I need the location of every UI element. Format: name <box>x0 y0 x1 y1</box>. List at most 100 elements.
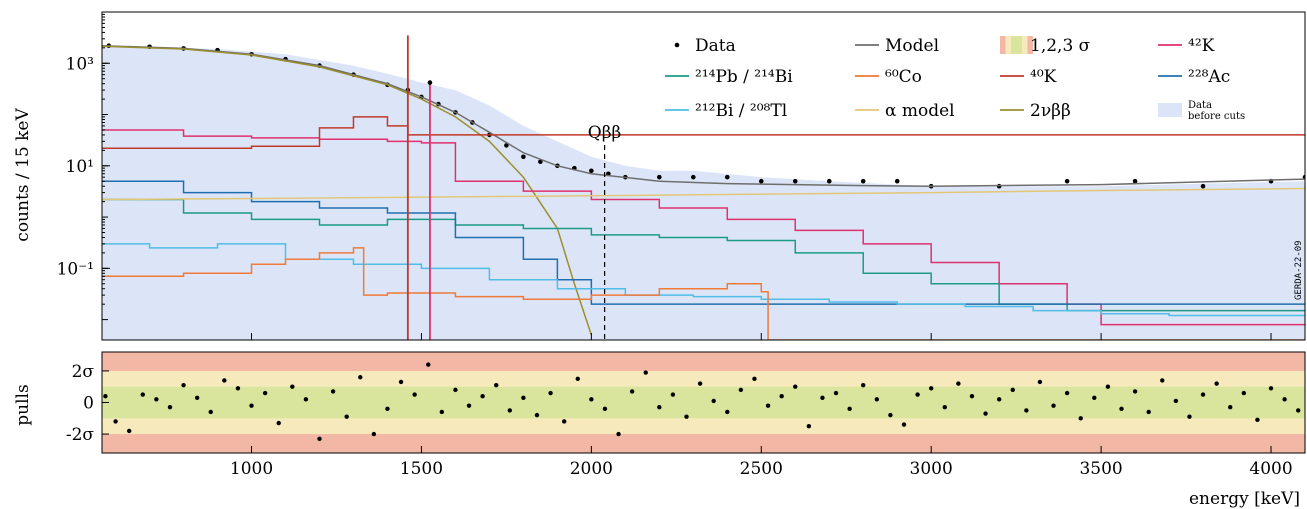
y-axis-label: counts / 15 keV <box>13 108 33 242</box>
pull-tick-label: -2σ <box>66 425 95 445</box>
legend-entry: 1,2,3 σ <box>1000 36 1091 56</box>
pull-point <box>1010 387 1015 393</box>
pull-point <box>1282 397 1287 402</box>
pull-point <box>398 379 404 385</box>
pull-point <box>140 392 145 397</box>
pull-point <box>616 431 621 437</box>
pull-point <box>1173 398 1179 404</box>
legend-label-cont: before cuts <box>1188 111 1245 122</box>
pull-point <box>915 392 920 397</box>
main-plot-frame <box>101 11 1306 341</box>
pull-point <box>480 393 485 399</box>
data-point <box>521 154 526 160</box>
pull-point <box>249 403 254 408</box>
pull-point <box>820 395 825 400</box>
legend-swatch-band <box>1005 36 1011 54</box>
legend-entry: Data <box>674 36 736 56</box>
legend-entry: ⁴⁰K <box>1000 67 1057 87</box>
pull-point <box>725 409 730 415</box>
pull-point <box>833 390 839 396</box>
x-tick-label: 3000 <box>910 459 953 479</box>
legend-entry: α model <box>855 101 955 121</box>
pull-point <box>874 397 880 402</box>
pull-point <box>1024 408 1029 413</box>
x-tick-label: 2500 <box>740 459 783 479</box>
legend-swatch-band <box>1011 36 1017 54</box>
legend-label: ²¹⁴Pb / ²¹⁴Bi <box>695 67 793 87</box>
pull-point <box>290 384 295 389</box>
legend-label: α model <box>885 101 955 121</box>
watermark: GERDA-22-09 <box>1294 240 1304 300</box>
data-point <box>1302 174 1305 180</box>
pull-point <box>1296 408 1301 413</box>
pull-point <box>765 403 771 408</box>
pull-point <box>1119 406 1124 412</box>
pull-tick-label: 0 <box>83 394 94 414</box>
legend-swatch-box <box>1158 103 1182 117</box>
pull-point <box>847 406 852 412</box>
legend-label: ⁴²K <box>1188 36 1215 56</box>
legend-label: ⁴⁰K <box>1030 67 1057 87</box>
pull-point <box>208 409 213 415</box>
pull-point <box>1228 405 1233 410</box>
pull-point <box>575 376 580 382</box>
pull-point <box>385 406 390 412</box>
legend-swatch-band <box>1027 36 1033 54</box>
legend-entry: ⁴²K <box>1158 36 1215 56</box>
series-line-co <box>102 247 1305 340</box>
y-tick-label: 10⁻¹ <box>57 259 94 279</box>
pull-point <box>167 405 173 410</box>
pull-point <box>1214 381 1219 386</box>
legend-swatch-dot <box>674 42 680 48</box>
pull-point <box>752 376 757 382</box>
legend-label: ²²⁸Ac <box>1188 67 1230 87</box>
pull-point <box>684 414 689 419</box>
pull-point <box>657 405 662 410</box>
pull-point <box>956 381 961 386</box>
pull-point <box>1268 386 1274 391</box>
series-line-2 <box>102 45 593 336</box>
pull-point <box>344 414 349 419</box>
data-point <box>894 178 900 184</box>
data-point <box>589 168 594 174</box>
legend-label: Data <box>1188 100 1212 111</box>
pull-point <box>358 375 363 380</box>
pull-point <box>317 436 322 441</box>
pull-point <box>548 390 553 396</box>
plot-area <box>102 35 1305 340</box>
data-point-peak <box>427 80 433 85</box>
pull-point <box>154 397 159 402</box>
pull-point <box>1037 379 1043 385</box>
pull-point <box>969 393 975 399</box>
pull-point <box>426 362 431 367</box>
qbb-label: Qββ <box>588 123 622 143</box>
legend-entry: ⁶⁰Co <box>855 67 922 87</box>
pull-point <box>1241 390 1247 396</box>
legend: Data Model 1,2,3 σ ⁴²K ²¹⁴Pb / ²¹⁴Bi ⁶⁰Co ⁴⁰K ²… <box>665 36 1245 122</box>
pull-point <box>534 412 540 418</box>
legend-label: ²¹²Bi / ²⁰⁸Tl <box>695 101 787 121</box>
pull-point <box>983 411 988 416</box>
x-tick-label: 3500 <box>1079 459 1122 479</box>
data-point <box>1064 178 1070 184</box>
pull-panel: 2σ 0 -2σ 1000 1500 2000 2500 3000 3500 4000 <box>66 351 1306 479</box>
data-point <box>860 178 866 184</box>
legend-label: ⁶⁰Co <box>885 67 922 87</box>
pull-point <box>561 419 567 424</box>
main-panel: Qββ 10⁻¹ 10¹ 10³ <box>57 11 1306 341</box>
x-axis-label: energy [keV] <box>1189 489 1300 509</box>
data-point <box>724 174 730 180</box>
pull-point <box>806 423 812 429</box>
legend-entry: ²²⁸Ac <box>1158 67 1230 87</box>
data-point <box>691 174 696 180</box>
legend-label: Model <box>885 36 939 56</box>
pull-point <box>1255 417 1260 423</box>
pull-point <box>589 397 594 402</box>
pull-tick-label: 2σ <box>72 362 95 382</box>
pull-point <box>181 382 186 388</box>
legend-label: 2νββ <box>1030 101 1071 121</box>
series-line-pb-bi <box>102 198 1305 312</box>
pull-point <box>697 381 703 386</box>
pull-point <box>888 412 893 418</box>
